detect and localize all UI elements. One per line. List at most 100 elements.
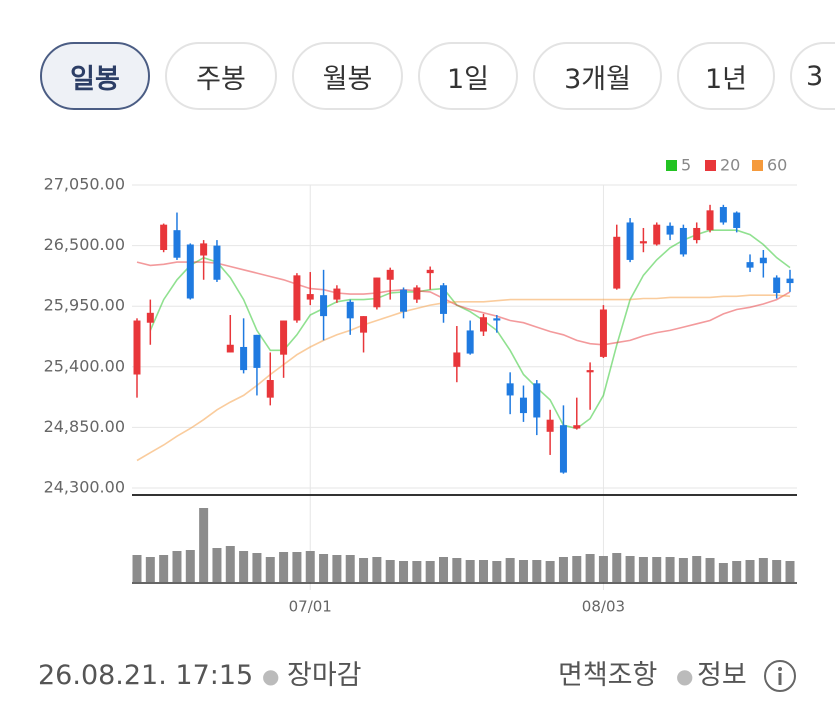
volume-bar xyxy=(172,551,182,582)
candle-body xyxy=(573,425,581,429)
legend-label: 20 xyxy=(720,156,740,175)
candle-body xyxy=(413,287,421,300)
candle-body xyxy=(266,380,274,398)
period-tab[interactable]: 1일 xyxy=(418,42,518,110)
x-tick-label: 08/03 xyxy=(582,598,625,616)
volume-bar xyxy=(505,558,515,582)
timestamp: 26.08.21. 17:15 xyxy=(38,660,254,691)
candle-body xyxy=(426,269,434,274)
volume-bar xyxy=(572,556,582,582)
volume-bar xyxy=(399,561,409,582)
y-tick-label: 27,050.00 xyxy=(44,175,125,194)
candle-body xyxy=(546,419,554,432)
volume-bar xyxy=(332,555,342,582)
candle-body xyxy=(626,222,634,260)
volume-bar xyxy=(532,560,542,582)
ma-line xyxy=(136,261,791,346)
info-link[interactable]: 정보 xyxy=(697,660,747,691)
candle-body xyxy=(733,212,741,228)
volume-bar xyxy=(652,557,662,582)
volume-bar xyxy=(612,553,622,582)
candle-body xyxy=(653,224,661,245)
period-tab[interactable]: 일봉 xyxy=(40,42,150,110)
volume-bar xyxy=(145,557,155,582)
volume-bar xyxy=(319,554,329,582)
candle-body xyxy=(160,224,168,251)
candle-body xyxy=(360,316,368,333)
candle-body xyxy=(373,277,381,308)
candle-body xyxy=(333,288,341,300)
x-tick-label: 07/01 xyxy=(289,598,332,616)
legend-swatch xyxy=(666,160,677,171)
period-tab[interactable]: 월봉 xyxy=(292,42,403,110)
candle-body xyxy=(466,330,474,354)
candle-body xyxy=(173,230,181,258)
candle-body xyxy=(586,370,594,373)
volume-bar xyxy=(585,554,595,582)
candle-body xyxy=(679,227,687,255)
volume-bar xyxy=(305,551,315,582)
info-icon[interactable] xyxy=(762,658,798,694)
volume-bar xyxy=(558,557,568,582)
candle-body xyxy=(786,278,794,284)
separator-dot: ● xyxy=(262,664,280,688)
volume-bar xyxy=(785,561,795,582)
volume-bar xyxy=(452,558,462,582)
candle-body xyxy=(320,295,328,317)
volume-bar xyxy=(252,553,262,582)
volume-bar xyxy=(518,560,528,582)
candle-body xyxy=(519,397,527,414)
candle-body xyxy=(440,285,448,314)
candle-body xyxy=(493,318,501,321)
volume-bar xyxy=(638,557,648,582)
volume-bar xyxy=(372,557,382,582)
volume-bar xyxy=(678,558,688,582)
volume-bar xyxy=(705,558,715,582)
period-tab[interactable]: 1년 xyxy=(677,42,775,110)
candle-body xyxy=(346,301,354,319)
market-status: 장마감 xyxy=(287,660,362,691)
y-tick-label: 24,300.00 xyxy=(44,478,125,497)
legend-label: 60 xyxy=(767,156,787,175)
volume-bar xyxy=(225,546,235,582)
legend-swatch xyxy=(705,160,716,171)
ma-line xyxy=(136,294,791,462)
legend-label: 5 xyxy=(681,156,691,175)
candle-body xyxy=(559,425,567,473)
candle-body xyxy=(280,320,288,355)
candle-body xyxy=(759,257,767,264)
chart: 24,300.00 24,850.00 25,400.00 25,950.00 26,5… xyxy=(44,156,797,616)
candle-body xyxy=(693,227,701,241)
candle-body xyxy=(213,245,221,280)
candle-body xyxy=(400,289,408,312)
period-tab[interactable]: 3개월 xyxy=(533,42,662,110)
candle-body xyxy=(746,262,754,268)
volume-bar xyxy=(185,550,195,582)
candle-body xyxy=(253,334,261,368)
separator-dot: ● xyxy=(676,664,694,688)
candle-body xyxy=(533,383,541,418)
volume-bar xyxy=(292,552,302,582)
period-tab[interactable]: 주봉 xyxy=(165,42,277,110)
volume-bar xyxy=(265,557,275,582)
volume-bar xyxy=(412,561,422,582)
candle-body xyxy=(599,309,607,357)
y-tick-label: 25,400.00 xyxy=(44,356,125,375)
candle-body xyxy=(240,346,248,371)
volume-bar xyxy=(718,563,728,582)
volume-bar xyxy=(212,548,222,582)
volume-bar xyxy=(439,557,449,582)
candle-body xyxy=(146,312,154,323)
volume-bar xyxy=(345,555,355,582)
disclaimer-link[interactable]: 면책조항 xyxy=(558,660,658,691)
y-tick-label: 24,850.00 xyxy=(44,417,125,436)
volume-bar xyxy=(465,560,475,582)
volume-bar xyxy=(425,561,435,582)
volume-bar xyxy=(598,556,608,582)
candle-body xyxy=(133,320,141,375)
y-tick-label: 25,950.00 xyxy=(44,296,125,315)
volume-bar xyxy=(385,560,395,582)
candle-body xyxy=(453,352,461,367)
candle-body xyxy=(226,344,234,353)
